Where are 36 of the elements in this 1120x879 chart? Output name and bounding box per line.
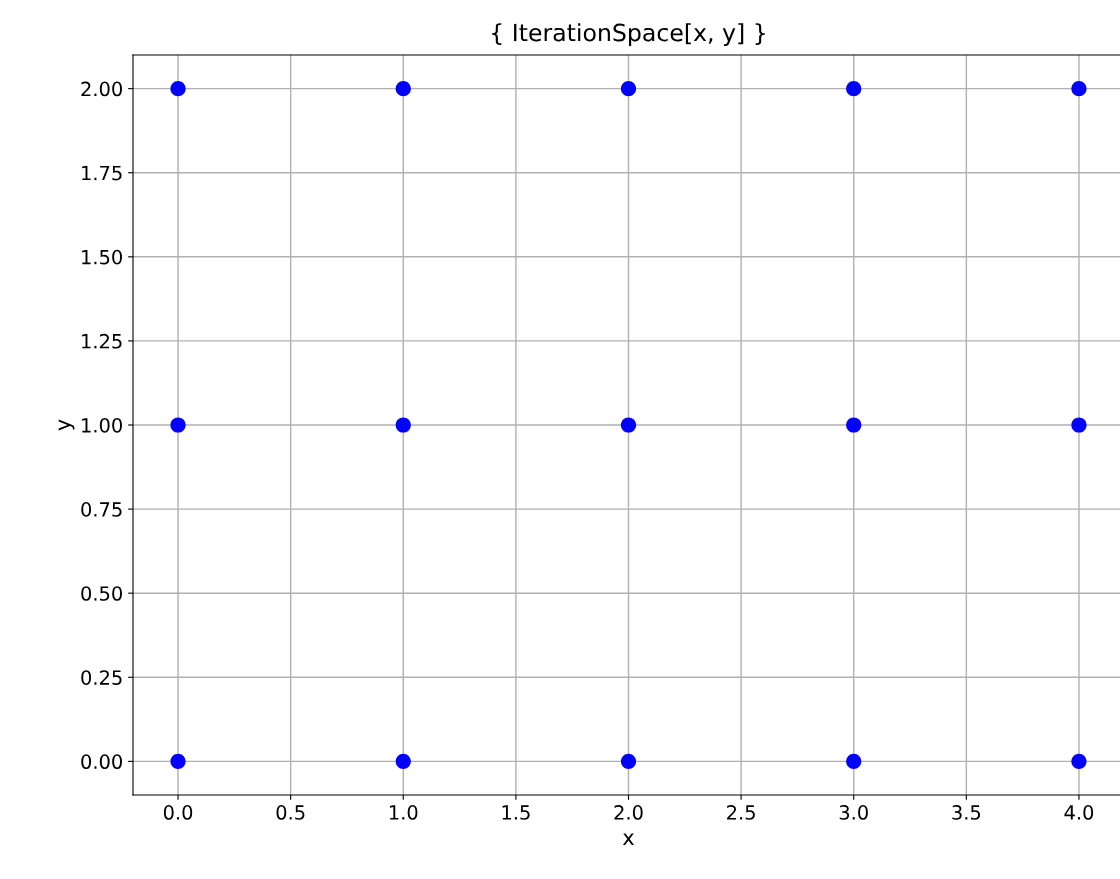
point bbox=[846, 81, 862, 97]
point bbox=[620, 417, 637, 433]
y-tick-label: 1.00 bbox=[82, 417, 122, 433]
x-tick-label: 2.5 bbox=[727, 805, 755, 820]
x-tick-label: 1.0 bbox=[389, 805, 418, 820]
y-tick-label: 1.25 bbox=[82, 333, 122, 349]
point bbox=[395, 753, 411, 769]
point bbox=[170, 81, 186, 97]
point bbox=[1071, 417, 1087, 433]
x-tick-label: 0.5 bbox=[276, 805, 305, 820]
point bbox=[620, 753, 637, 769]
point bbox=[846, 417, 862, 433]
x-tick-label: 3.5 bbox=[952, 805, 981, 820]
y-tick-label: 0.00 bbox=[81, 754, 122, 770]
point bbox=[1071, 753, 1087, 769]
x-tick-label: 0.0 bbox=[163, 805, 193, 820]
y-tick-label: 2.00 bbox=[81, 81, 122, 97]
point bbox=[395, 417, 411, 433]
x-axis-title: x bbox=[622, 833, 634, 845]
point bbox=[1071, 81, 1087, 97]
point bbox=[620, 81, 637, 97]
x-tick-label: 2.0 bbox=[614, 805, 643, 820]
point bbox=[395, 81, 411, 97]
point bbox=[846, 753, 862, 769]
y-axis-title: y bbox=[58, 419, 75, 431]
x-tick-label: 1.5 bbox=[502, 805, 530, 820]
point bbox=[170, 417, 186, 433]
chart-title: { IterationSpace[x, y] } bbox=[492, 23, 765, 47]
y-tick-label: 0.25 bbox=[81, 670, 122, 685]
y-tick-label: 1.50 bbox=[82, 249, 122, 265]
y-tick-label: 0.50 bbox=[81, 586, 122, 601]
x-tick-label: 3.0 bbox=[839, 805, 868, 820]
y-tick-label: 1.75 bbox=[82, 165, 122, 181]
y-tick-label: 0.75 bbox=[81, 502, 122, 517]
point bbox=[170, 753, 186, 769]
x-tick-label: 4.0 bbox=[1064, 805, 1094, 820]
